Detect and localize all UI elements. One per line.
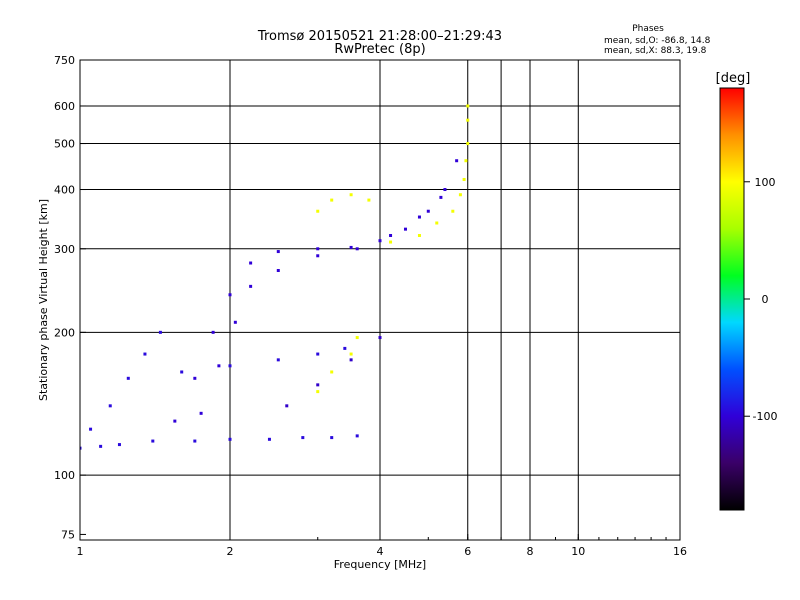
data-point: [435, 221, 439, 225]
data-point: [249, 284, 253, 288]
data-point: [316, 383, 320, 387]
y-tick-label: 750: [54, 54, 75, 67]
stats-line-x: mean, sd,X: 88.3, 19.8: [604, 46, 707, 56]
data-point: [330, 436, 334, 440]
data-point: [276, 358, 280, 362]
data-point: [439, 195, 443, 199]
x-tick-label: 1: [77, 545, 84, 558]
data-point: [228, 437, 232, 441]
data-point: [316, 247, 320, 251]
data-point: [158, 330, 162, 334]
stats-title: Phases: [632, 24, 664, 34]
data-point: [417, 233, 421, 237]
data-point: [389, 240, 393, 244]
data-point: [443, 188, 447, 192]
data-point: [316, 254, 320, 258]
chart-title: Tromsø 20150521 21:28:00–21:29:43: [257, 29, 502, 44]
data-point: [378, 239, 382, 243]
colorbar-tick-label: 0: [762, 293, 769, 306]
data-point: [378, 336, 382, 340]
x-tick-label: 8: [527, 545, 534, 558]
data-point: [355, 336, 359, 340]
data-point: [349, 358, 353, 362]
data-point: [426, 209, 430, 213]
y-tick-label: 600: [54, 100, 75, 113]
data-point: [355, 247, 359, 251]
colorbar-tick-label: 100: [755, 176, 776, 189]
data-point: [349, 193, 353, 197]
data-point: [276, 250, 280, 254]
y-axis-label: Stationary phase Virtual Height [km]: [37, 199, 50, 401]
data-point: [199, 411, 203, 415]
data-point: [211, 330, 215, 334]
y-tick-label: 400: [54, 184, 75, 197]
data-point: [343, 346, 347, 350]
data-point: [99, 444, 103, 448]
colorbar-tick-label: -100: [753, 410, 778, 423]
stats-line-o: mean, sd,O: -86.8, 14.8: [604, 36, 711, 46]
data-point: [462, 177, 466, 181]
x-tick-label: 4: [377, 545, 384, 558]
y-tick-label: 500: [54, 138, 75, 151]
plot-grid: [80, 60, 680, 540]
data-point: [301, 436, 305, 440]
y-tick-label: 100: [54, 469, 75, 482]
x-tick-label: 10: [571, 545, 585, 558]
data-point: [89, 427, 93, 431]
data-point: [316, 352, 320, 356]
x-tick-label: 6: [464, 545, 471, 558]
data-point: [403, 227, 407, 231]
data-point: [117, 443, 121, 447]
data-point: [466, 104, 470, 108]
data-point: [108, 404, 112, 408]
y-axis: 75 100 200 300 400 500 600 750: [54, 54, 86, 541]
data-point: [228, 364, 232, 368]
data-point: [355, 434, 359, 438]
data-point: [217, 364, 221, 368]
data-point: [151, 439, 155, 443]
colorbar-ticks: 100 0 -100: [744, 176, 777, 423]
x-axis-label: Frequency [MHz]: [334, 558, 426, 571]
data-point: [349, 245, 353, 249]
data-point: [143, 352, 147, 356]
data-point: [193, 376, 197, 380]
data-point: [126, 376, 130, 380]
x-tick-label: 2: [227, 545, 234, 558]
data-point: [466, 142, 470, 146]
colorbar-label: [deg]: [716, 71, 751, 86]
data-points: [80, 104, 470, 450]
data-point: [451, 209, 455, 213]
y-tick-label: 300: [54, 243, 75, 256]
data-point: [80, 446, 82, 450]
data-point: [180, 370, 184, 374]
y-tick-label: 200: [54, 326, 75, 339]
data-point: [349, 352, 353, 356]
data-point: [228, 293, 232, 297]
data-point: [276, 269, 280, 273]
data-point: [193, 439, 197, 443]
data-point: [173, 419, 177, 423]
data-point: [455, 159, 459, 163]
x-tick-label: 16: [673, 545, 687, 558]
data-point: [458, 193, 462, 197]
data-point: [285, 404, 289, 408]
data-point: [417, 215, 421, 219]
x-axis: 1 2 4 6 8 10 16: [77, 534, 687, 558]
data-point: [267, 437, 271, 441]
data-point: [330, 198, 334, 202]
data-point: [330, 370, 334, 374]
data-point: [464, 159, 468, 163]
data-point: [233, 320, 237, 324]
data-point: [316, 390, 320, 394]
data-point: [466, 118, 470, 122]
data-point: [389, 233, 393, 237]
data-point: [367, 198, 371, 202]
chart-subtitle: RwPretec (8p): [334, 42, 425, 57]
data-point: [249, 261, 253, 265]
colorbar: [719, 87, 745, 511]
data-point: [316, 209, 320, 213]
y-tick-label: 75: [61, 528, 75, 541]
